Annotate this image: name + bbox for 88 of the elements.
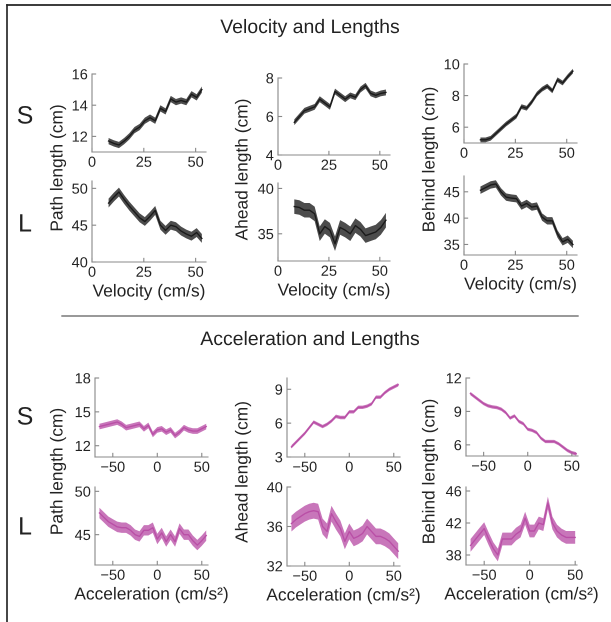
- x-tick-label: 0: [460, 148, 468, 158]
- y-tick-label: 3: [275, 452, 282, 462]
- x-axis-title: Acceleration (cm/s²): [266, 588, 420, 604]
- x-tick-label: 0: [274, 160, 282, 170]
- x-tick-label: 25: [136, 156, 152, 167]
- x-tick-label: 0: [346, 570, 353, 581]
- x-tick-label: −50: [472, 570, 496, 580]
- y-tick-label: 32: [267, 561, 282, 572]
- y-tick-label: 45: [444, 187, 460, 198]
- text: L: [20, 517, 32, 534]
- y-tick-label: 35: [444, 240, 460, 250]
- y-tick-label: 40: [72, 257, 88, 268]
- text: S: [18, 407, 32, 425]
- y-tick-label: 46: [446, 486, 462, 496]
- x-axis-title: Acceleration (cm/s²): [444, 586, 598, 604]
- y-axis-title: Ahead length (cm): [234, 402, 252, 543]
- x-tick-label: 50: [188, 156, 204, 167]
- y-tick-label: 36: [267, 522, 282, 532]
- y-tick-label: 50: [72, 183, 88, 194]
- y-axis-title: Ahead length (cm): [234, 100, 252, 240]
- x-axis-title: Acceleration (cm/s²): [74, 586, 228, 604]
- y-tick-label: 40: [266, 482, 282, 492]
- x-tick-label: 50: [559, 148, 574, 158]
- x-tick-label: 0: [526, 570, 534, 580]
- x-tick-label: −50: [472, 460, 496, 471]
- x-tick-label: 50: [559, 260, 574, 270]
- y-tick-label: 6: [454, 440, 462, 450]
- text: Velocity and Lengths: [220, 18, 400, 38]
- x-tick-label: −50: [293, 570, 317, 581]
- y-axis-title: Path length (cm): [50, 408, 66, 534]
- x-tick-label: 0: [346, 462, 353, 472]
- y-axis-title: Behind length (cm): [422, 88, 438, 231]
- x-tick-label: 0: [88, 156, 96, 167]
- x-tick-label: −50: [101, 570, 125, 580]
- y-tick-label: 14: [72, 100, 88, 110]
- y-tick-label: 9: [275, 384, 282, 395]
- y-tick-label: 42: [446, 518, 462, 528]
- x-tick-label: 25: [508, 148, 523, 158]
- y-tick-label: 6: [275, 418, 282, 429]
- x-tick-label: 25: [322, 160, 336, 170]
- x-tick-label: −50: [293, 462, 317, 472]
- y-tick-label: 45: [72, 220, 88, 231]
- x-tick-label: 25: [136, 266, 152, 277]
- y-tick-label: 12: [76, 440, 90, 451]
- x-tick-label: 0: [274, 266, 282, 276]
- x-tick-label: 0: [460, 260, 468, 270]
- y-tick-label: 12: [72, 132, 88, 142]
- text: Acceleration and Lengths: [200, 330, 420, 350]
- x-tick-label: 50: [194, 462, 210, 472]
- y-axis-title: Behind length (cm): [422, 400, 438, 543]
- y-tick-label: 6: [452, 122, 460, 133]
- text: L: [20, 214, 32, 232]
- y-tick-label: 15: [76, 407, 90, 418]
- x-tick-label: 25: [322, 266, 336, 276]
- y-tick-label: 12: [446, 373, 462, 384]
- x-axis-title: Velocity (cm/s): [278, 282, 390, 300]
- y-tick-label: 9: [454, 406, 462, 417]
- x-tick-label: 50: [372, 160, 388, 170]
- x-tick-label: −50: [101, 462, 125, 472]
- x-tick-label: 50: [194, 570, 210, 580]
- y-tick-label: 6: [266, 112, 274, 122]
- y-tick-label: 10: [444, 59, 460, 70]
- y-tick-label: 50: [75, 486, 90, 497]
- x-tick-label: 50: [386, 462, 402, 472]
- x-axis-title: Velocity (cm/s): [92, 284, 204, 300]
- y-tick-label: 8: [452, 90, 460, 102]
- x-tick-label: 50: [568, 570, 583, 580]
- y-tick-label: 4: [266, 150, 274, 160]
- text: S: [18, 106, 32, 124]
- x-tick-label: 50: [372, 266, 388, 276]
- x-tick-label: 25: [508, 260, 523, 270]
- x-tick-label: 0: [88, 266, 96, 277]
- y-tick-label: 38: [446, 550, 462, 560]
- x-tick-label: 0: [524, 460, 532, 471]
- x-tick-label: 50: [564, 460, 580, 471]
- y-tick-label: 35: [258, 228, 274, 240]
- y-tick-label: 16: [72, 69, 88, 80]
- y-tick-label: 45: [74, 530, 90, 540]
- y-tick-label: 40: [444, 213, 460, 224]
- y-tick-label: 40: [258, 184, 274, 194]
- x-tick-label: 0: [154, 462, 161, 472]
- y-tick-label: 8: [266, 73, 274, 84]
- x-axis-title: Velocity (cm/s): [464, 276, 576, 294]
- y-axis-title: Path length (cm): [50, 105, 66, 230]
- x-tick-label: 50: [188, 266, 204, 277]
- y-tick-label: 18: [76, 373, 90, 384]
- x-tick-label: 0: [154, 570, 161, 580]
- x-tick-label: 50: [386, 570, 402, 581]
